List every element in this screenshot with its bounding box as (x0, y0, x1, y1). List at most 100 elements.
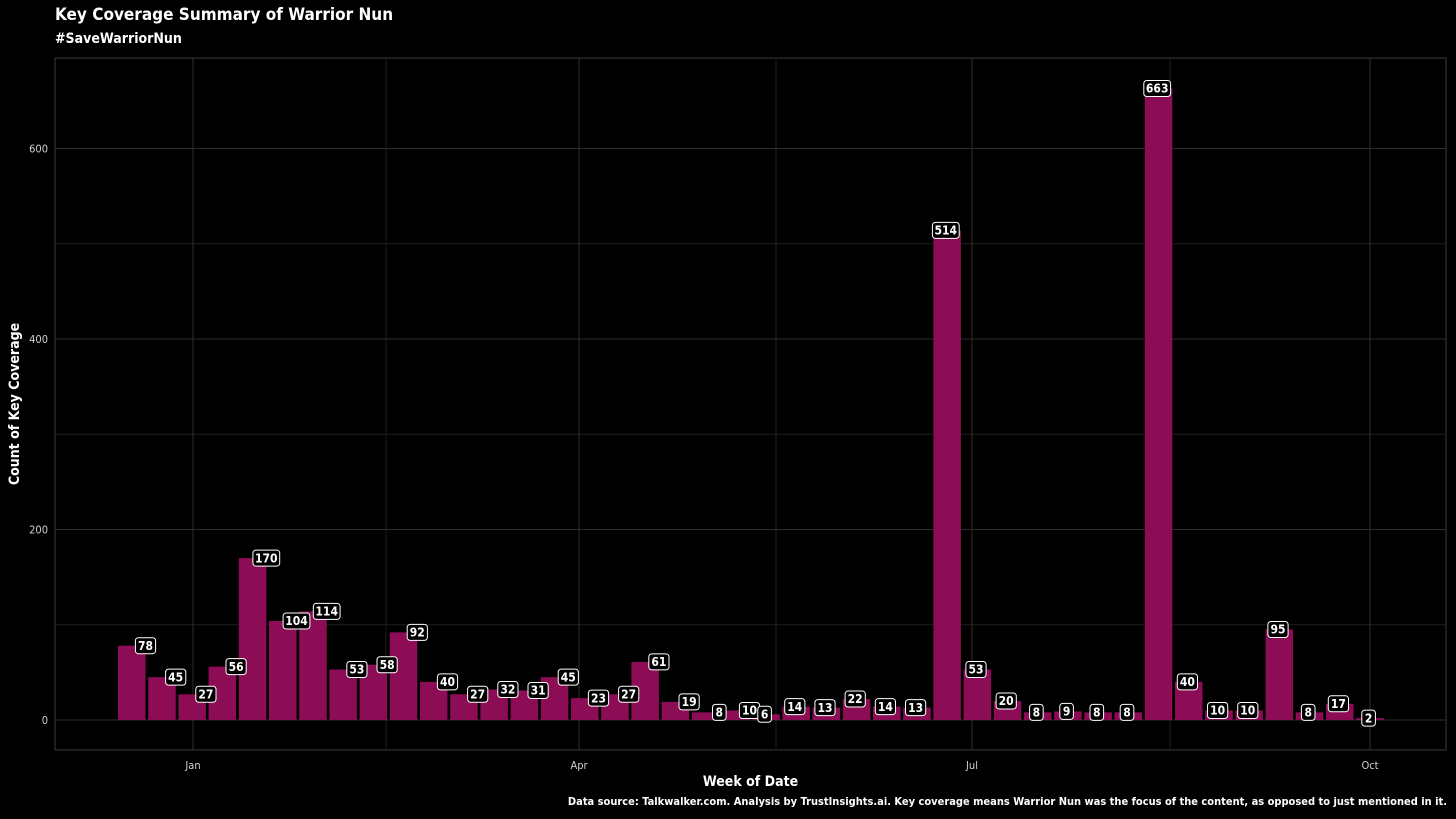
data-label: 92 (410, 626, 425, 640)
data-label: 8 (716, 706, 724, 720)
data-label-box (1089, 703, 1105, 721)
data-label-box (252, 549, 281, 567)
data-label-box (587, 689, 610, 707)
y-tick-label: 400 (29, 333, 48, 346)
data-label: 27 (198, 687, 213, 701)
data-label: 27 (470, 687, 485, 701)
data-label-box (1176, 673, 1199, 691)
data-label-box (1267, 621, 1289, 639)
data-label: 114 (315, 605, 338, 619)
data-label: 8 (1123, 706, 1131, 720)
data-label-box (784, 698, 806, 716)
data-label: 17 (1331, 697, 1346, 711)
data-label: 13 (817, 701, 832, 715)
data-label-box (134, 637, 157, 655)
x-axis-title: Week of Date (703, 774, 798, 790)
data-label-box (346, 661, 368, 679)
bar (933, 230, 961, 720)
data-label: 22 (848, 692, 863, 706)
data-label-box (527, 681, 549, 699)
data-label: 56 (229, 660, 244, 674)
bar (1144, 88, 1173, 720)
data-label: 8 (1093, 706, 1101, 720)
bar (691, 712, 720, 720)
x-tick-label: Jan (184, 759, 200, 772)
data-label-box (282, 612, 311, 630)
data-label-box (844, 690, 866, 708)
data-label: 19 (682, 695, 697, 709)
data-label-box (406, 623, 428, 641)
data-label: 23 (591, 691, 606, 705)
data-label-box (618, 685, 640, 703)
data-label: 53 (349, 663, 364, 677)
data-label-box (312, 602, 341, 620)
data-label-box (225, 658, 247, 676)
data-label-box (1300, 703, 1316, 721)
data-label: 53 (968, 663, 983, 677)
chart-subtitle: #SaveWarriorNun (55, 31, 182, 47)
data-label: 9 (1063, 705, 1071, 719)
data-label: 10 (1210, 704, 1225, 718)
y-axis-title: Count of Key Coverage (7, 323, 23, 485)
y-tick-label: 600 (29, 142, 48, 155)
bar (269, 620, 297, 720)
data-label-box (1207, 701, 1229, 719)
data-label-box (1143, 79, 1172, 97)
data-label-box (557, 668, 579, 686)
data-label: 61 (651, 655, 666, 669)
data-label-box (1119, 703, 1135, 721)
bar (299, 611, 327, 720)
x-tick-label: Apr (570, 759, 588, 772)
data-label: 13 (908, 701, 923, 715)
chart-title: Key Coverage Summary of Warrior Nun (55, 5, 394, 25)
data-label: 40 (1180, 675, 1195, 689)
data-label-box (1327, 695, 1350, 713)
data-label-box (648, 653, 670, 671)
data-label: 14 (787, 700, 803, 714)
data-label-box (931, 221, 960, 239)
data-label-box (497, 681, 519, 699)
data-label-box (874, 698, 896, 716)
data-label: 95 (1270, 623, 1285, 637)
data-label: 45 (561, 670, 576, 684)
data-label: 514 (935, 224, 958, 238)
data-label: 170 (255, 551, 278, 565)
data-label: 40 (440, 675, 455, 689)
data-label: 27 (621, 687, 636, 701)
data-label-box (1029, 703, 1044, 721)
data-label: 663 (1146, 82, 1169, 96)
data-label-box (1059, 702, 1074, 720)
data-label-box (757, 705, 772, 723)
data-label-box (995, 692, 1017, 710)
bar (118, 645, 146, 720)
data-label-box (965, 661, 987, 679)
y-tick-label: 0 (42, 714, 48, 727)
data-label-box (165, 668, 187, 686)
data-label-box (467, 685, 489, 703)
bar (389, 632, 418, 720)
chart-caption: Data source: Talkwalker.com. Analysis by… (567, 795, 1447, 808)
data-label: 2 (1365, 711, 1373, 725)
data-label-box (678, 693, 700, 711)
data-label-box (814, 699, 836, 717)
data-label-box (905, 699, 927, 717)
data-label: 31 (531, 684, 546, 698)
x-tick-label: Oct (1361, 759, 1378, 772)
x-tick-label: Jul (965, 759, 978, 772)
data-label: 14 (878, 700, 894, 714)
data-label: 32 (500, 683, 515, 697)
bar (722, 710, 750, 720)
bar (1265, 629, 1294, 720)
data-label-box (195, 685, 217, 703)
data-label: 8 (1033, 706, 1041, 720)
bar (238, 558, 267, 720)
y-tick-label: 200 (29, 523, 48, 536)
data-label: 78 (138, 639, 153, 653)
data-label: 10 (742, 704, 757, 718)
data-label-box (1237, 701, 1259, 719)
data-label: 8 (1304, 706, 1312, 720)
data-label-box (436, 673, 459, 691)
data-label: 6 (761, 707, 769, 721)
data-label: 20 (999, 694, 1014, 708)
